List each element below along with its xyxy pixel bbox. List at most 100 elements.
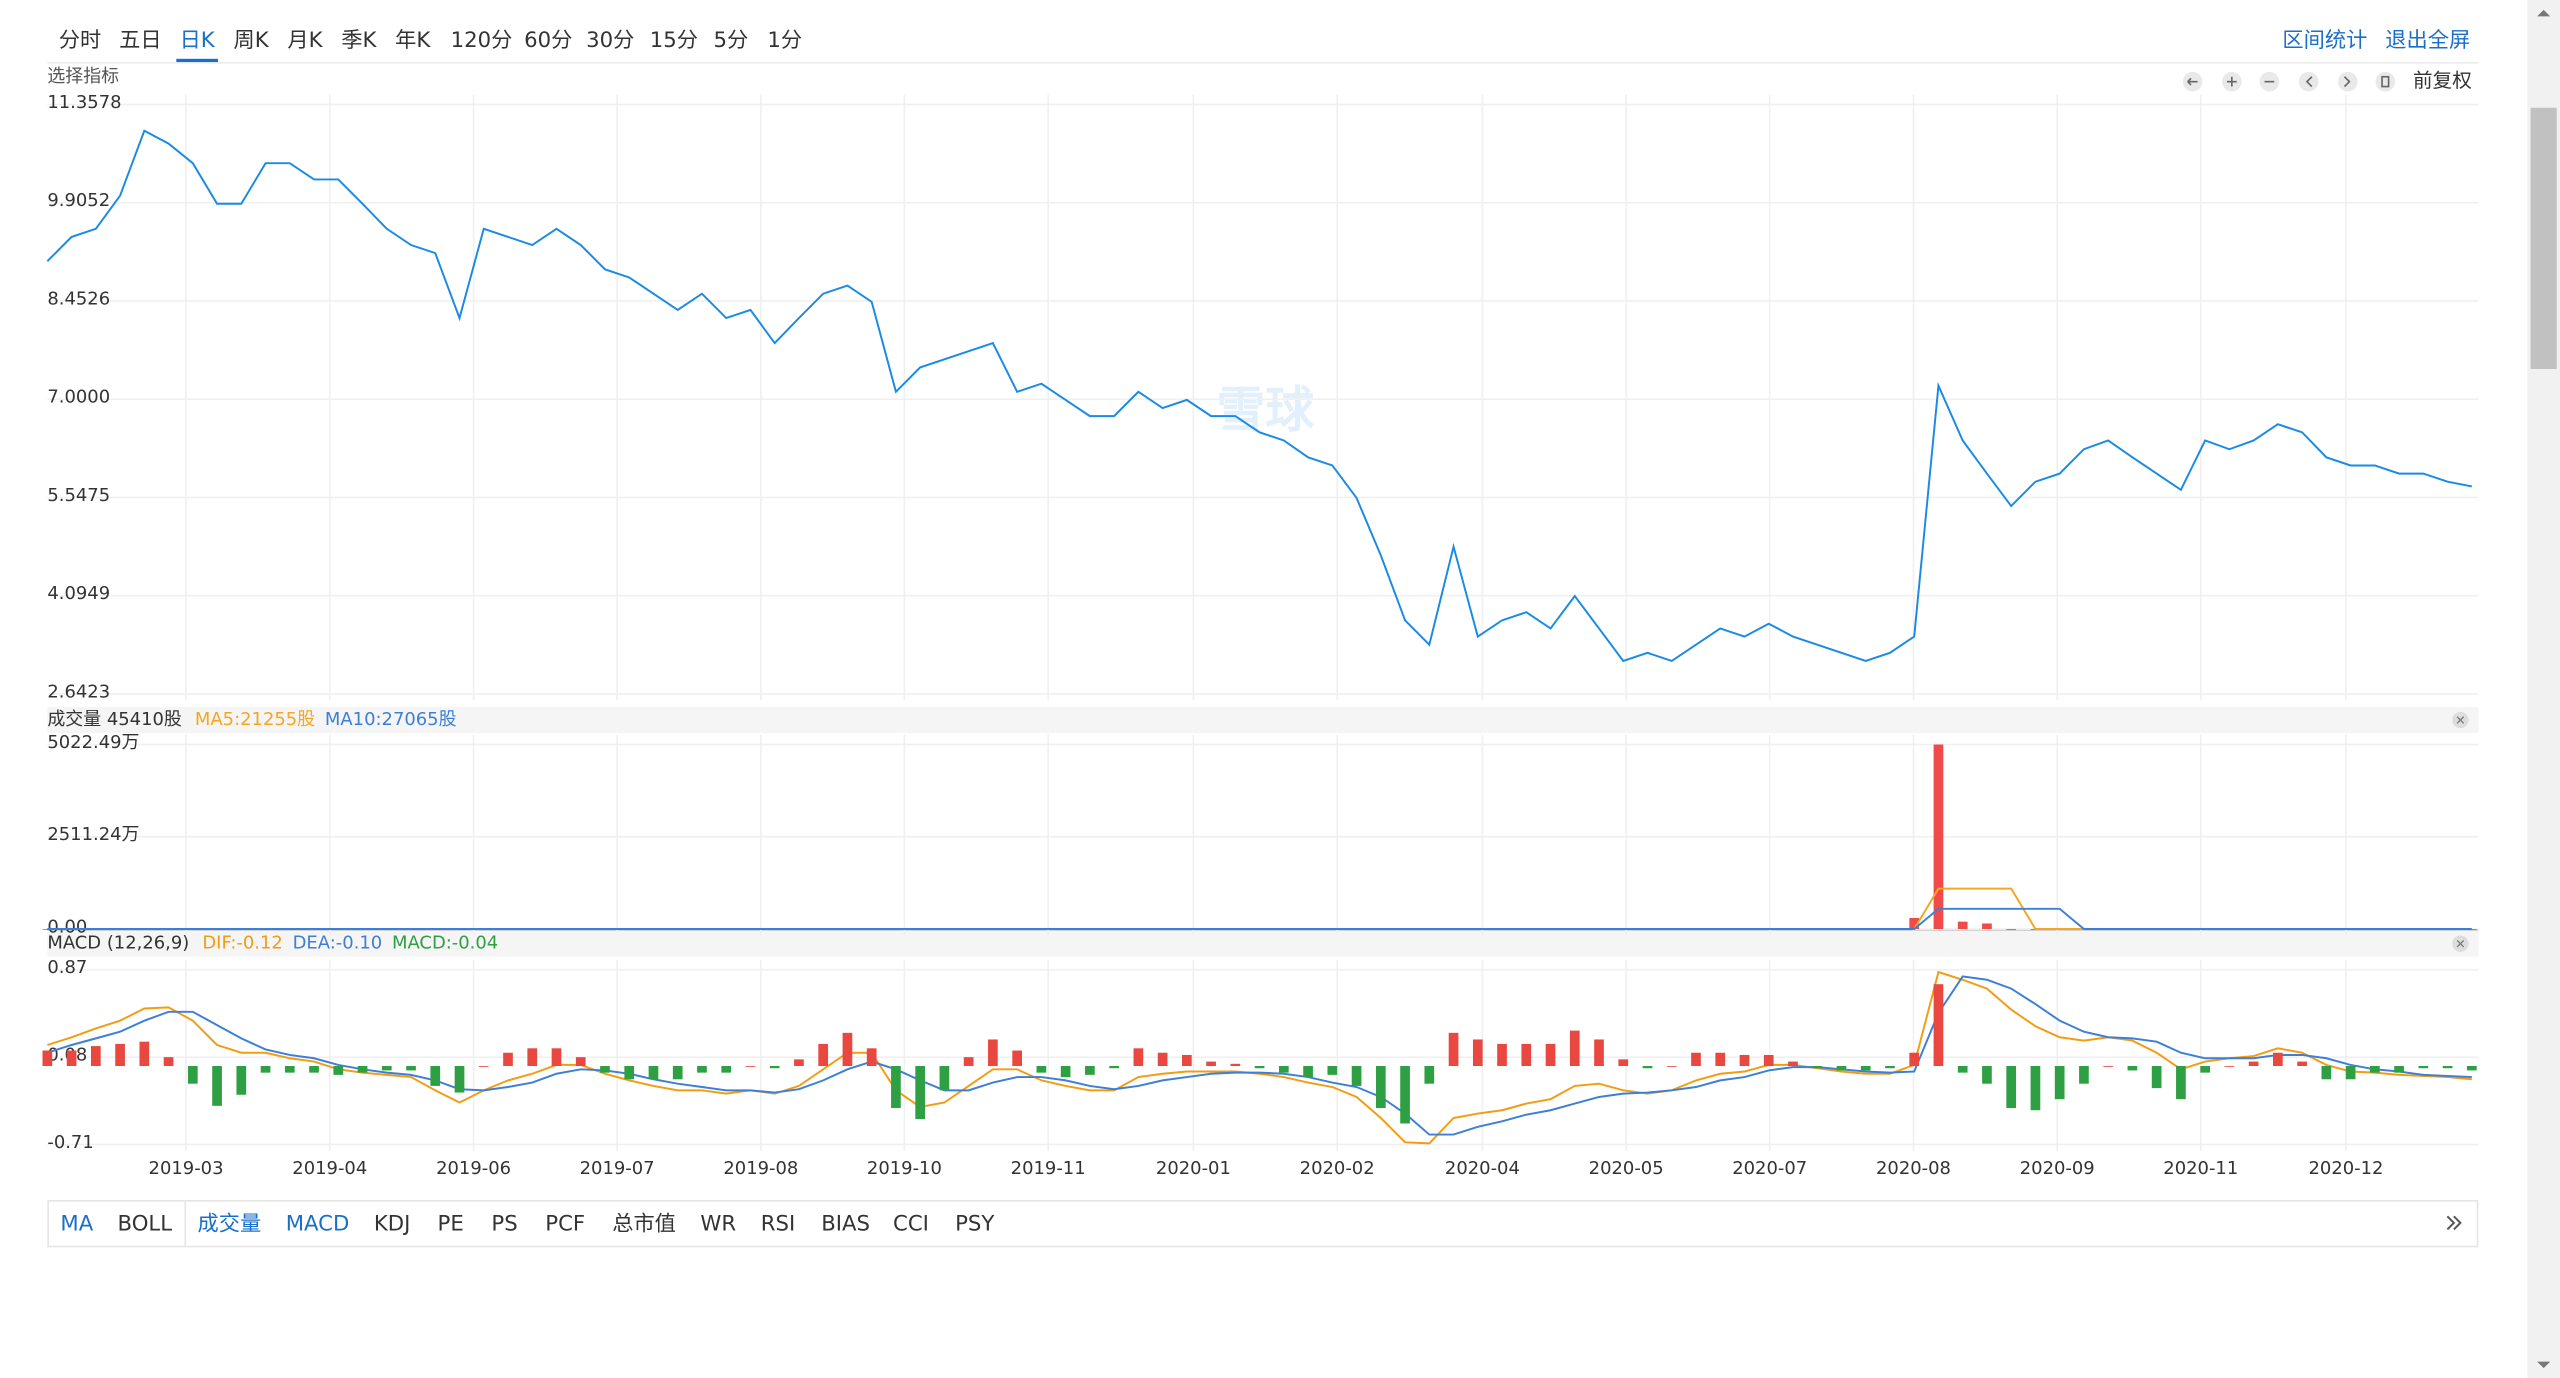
bar [1424, 1066, 1435, 1084]
bar [357, 1066, 368, 1073]
right-button[interactable] [2337, 71, 2358, 92]
indicator-select[interactable]: 选择指标 [47, 66, 119, 87]
x-tick-label: 2019-06 [436, 1158, 511, 1179]
price-line [46, 129, 2473, 663]
more-arrow[interactable] [2446, 1215, 2462, 1231]
bar [1666, 1066, 1677, 1067]
scrollbar-thumb[interactable] [2530, 107, 2557, 369]
period-tab[interactable]: 15分 [650, 28, 698, 53]
bar [1569, 1030, 1580, 1067]
bar [988, 1039, 998, 1067]
indicator-tab[interactable]: PE [438, 1212, 464, 1237]
bar [1594, 1039, 1604, 1067]
bar [1133, 1048, 1144, 1067]
bar [624, 1066, 635, 1080]
indicator-tab[interactable]: BIAS [821, 1212, 870, 1237]
bar [187, 1066, 198, 1084]
candle-button[interactable] [2375, 71, 2396, 92]
indicator-tab[interactable]: BOLL [118, 1212, 173, 1237]
y-tick-label: 0.87 [47, 957, 87, 978]
close-buttons [2452, 711, 2469, 952]
bar [2079, 1066, 2089, 1084]
y-tick-label: -0.71 [47, 1132, 93, 1153]
plus-glyph [2226, 76, 2237, 87]
period-tab[interactable]: 月K [287, 28, 323, 53]
control-glyphs [2187, 75, 2390, 88]
bar [745, 1066, 756, 1067]
period-tab[interactable]: 季K [341, 28, 377, 53]
left-button[interactable] [2298, 71, 2319, 92]
indicator-tab[interactable]: PSY [955, 1212, 994, 1237]
bar [2176, 1066, 2186, 1100]
indicator-tab[interactable]: 总市值 [612, 1212, 676, 1237]
bar [1691, 1052, 1701, 1067]
bar [1012, 1050, 1022, 1067]
bar [2248, 1061, 2259, 1067]
adjust-mode[interactable]: 前复权 [2413, 69, 2472, 92]
period-tab[interactable]: 120分 [451, 28, 513, 53]
bar [2054, 1066, 2065, 1100]
active-tab-underline [176, 58, 218, 63]
bar [430, 1066, 441, 1086]
indicator-tab[interactable]: KDJ [374, 1212, 411, 1237]
bar [1085, 1066, 1095, 1075]
period-tab[interactable]: 1分 [767, 28, 802, 53]
bar [1109, 1066, 1119, 1069]
bar [1715, 1052, 1726, 1067]
bar [1157, 1052, 1168, 1067]
period-tab[interactable]: 30分 [586, 28, 634, 53]
action-link[interactable]: 区间统计 [2282, 28, 2367, 53]
left-glyph [2305, 76, 2313, 88]
series-line [47, 907, 2472, 930]
period-tab[interactable]: 5分 [713, 28, 748, 53]
bar [1885, 1066, 1895, 1069]
bar [1788, 1061, 1798, 1067]
bar [2466, 1066, 2477, 1071]
bar [915, 1066, 926, 1120]
indicator-tab[interactable]: MA [60, 1212, 93, 1237]
x-tick-label: 2019-04 [292, 1158, 367, 1179]
period-tab[interactable]: 60分 [524, 28, 572, 53]
y-tick-label: 8.4526 [47, 288, 110, 309]
action-link[interactable]: 退出全屏 [2385, 28, 2470, 53]
bar [1545, 1043, 1556, 1067]
period-tab[interactable]: 年K [395, 28, 431, 53]
bar [2103, 1066, 2114, 1067]
period-tab[interactable]: 分时 [59, 28, 101, 53]
indicator-tab[interactable]: WR [700, 1212, 736, 1237]
bar [503, 1052, 513, 1067]
indicator-tab[interactable]: RSI [761, 1212, 795, 1237]
bar [478, 1066, 489, 1067]
indicator-tab[interactable]: MACD [286, 1212, 350, 1237]
y-tick-label: 11.3578 [47, 92, 121, 113]
indicator-tab[interactable]: PS [491, 1212, 517, 1237]
bar [309, 1066, 319, 1073]
indicator-tab[interactable]: PCF [545, 1212, 585, 1237]
bar [1982, 1066, 1992, 1084]
y-tick-label: 0.00 [47, 916, 87, 937]
bar [818, 1043, 829, 1067]
candle-glyph [2381, 75, 2390, 88]
bar [1836, 1066, 1847, 1071]
right-glyph [2343, 76, 2351, 88]
bar [90, 1046, 101, 1067]
period-tab[interactable]: 日K [180, 28, 216, 53]
bar [866, 1048, 877, 1067]
bar [1182, 1054, 1192, 1067]
bar [1472, 1039, 1483, 1067]
x-tick-label: 2019-08 [723, 1158, 798, 1179]
indicator-tab[interactable]: CCI [893, 1212, 929, 1237]
period-tab[interactable]: 五日 [119, 28, 161, 53]
bar [2151, 1066, 2162, 1089]
bar [406, 1066, 416, 1071]
bar [2394, 1066, 2404, 1073]
bar [2345, 1066, 2356, 1080]
bar [163, 1057, 174, 1067]
indicator-tab[interactable]: 成交量 [198, 1212, 262, 1237]
bar [454, 1066, 465, 1093]
period-tab[interactable]: 周K [233, 28, 269, 53]
bar [2224, 1066, 2235, 1067]
